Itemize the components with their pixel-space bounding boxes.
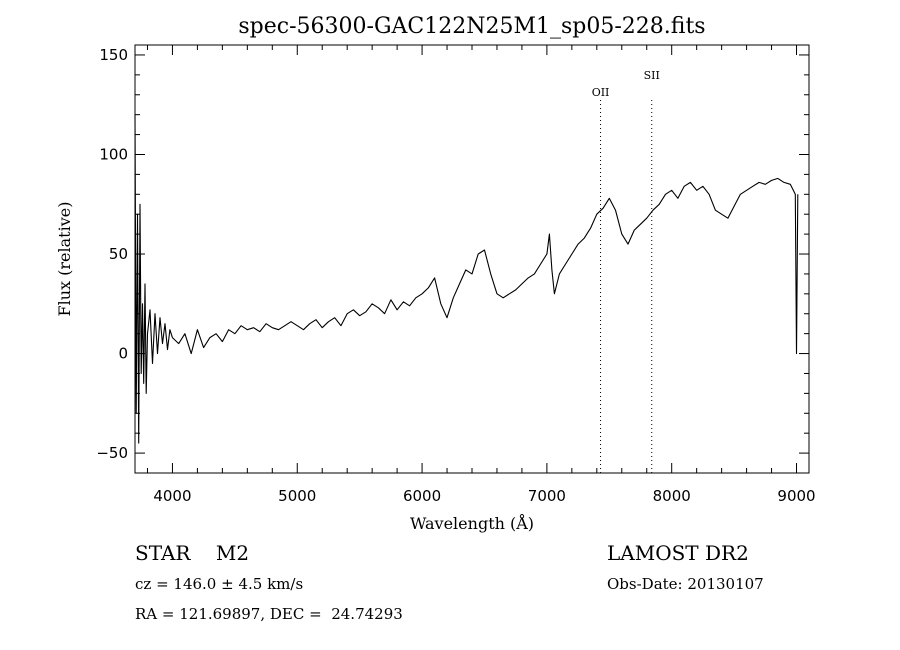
x-tick-label: 8000 xyxy=(653,487,691,505)
survey-name: LAMOST DR2 xyxy=(607,541,749,565)
plot-frame xyxy=(134,44,810,474)
line-annotations: OII SII xyxy=(592,69,660,473)
x-tick-label: 4000 xyxy=(153,487,191,505)
coordinates: RA = 121.69897, DEC = 24.74293 xyxy=(135,605,403,623)
x-tick-label: 5000 xyxy=(278,487,316,505)
x-tick-label: 6000 xyxy=(403,487,441,505)
y-tick-label: 50 xyxy=(109,245,128,263)
axis-ticks: 4000 5000 6000 7000 8000 9000 −50 0 50 100 150 xyxy=(96,45,816,505)
spectrum-line xyxy=(134,114,799,444)
y-axis-label: Flux (relative) xyxy=(55,202,74,317)
x-tick-label: 9000 xyxy=(777,487,815,505)
x-axis-label: Wavelength (Å) xyxy=(410,513,534,533)
annotation-label: SII xyxy=(644,69,660,82)
annotation-label: OII xyxy=(592,86,610,99)
x-tick-label: 7000 xyxy=(528,487,566,505)
series-group xyxy=(134,114,799,444)
y-tick-label: 100 xyxy=(99,145,128,163)
chart-title: spec-56300-GAC122N25M1_sp05-228.fits xyxy=(238,14,705,39)
y-tick-label: 0 xyxy=(118,345,128,363)
y-tick-label: −50 xyxy=(96,444,128,462)
redshift-velocity: cz = 146.0 ± 4.5 km/s xyxy=(135,575,304,593)
y-tick-label: 150 xyxy=(99,46,128,64)
observation-date: Obs-Date: 20130107 xyxy=(607,575,764,593)
object-class: STAR M2 xyxy=(135,541,250,565)
